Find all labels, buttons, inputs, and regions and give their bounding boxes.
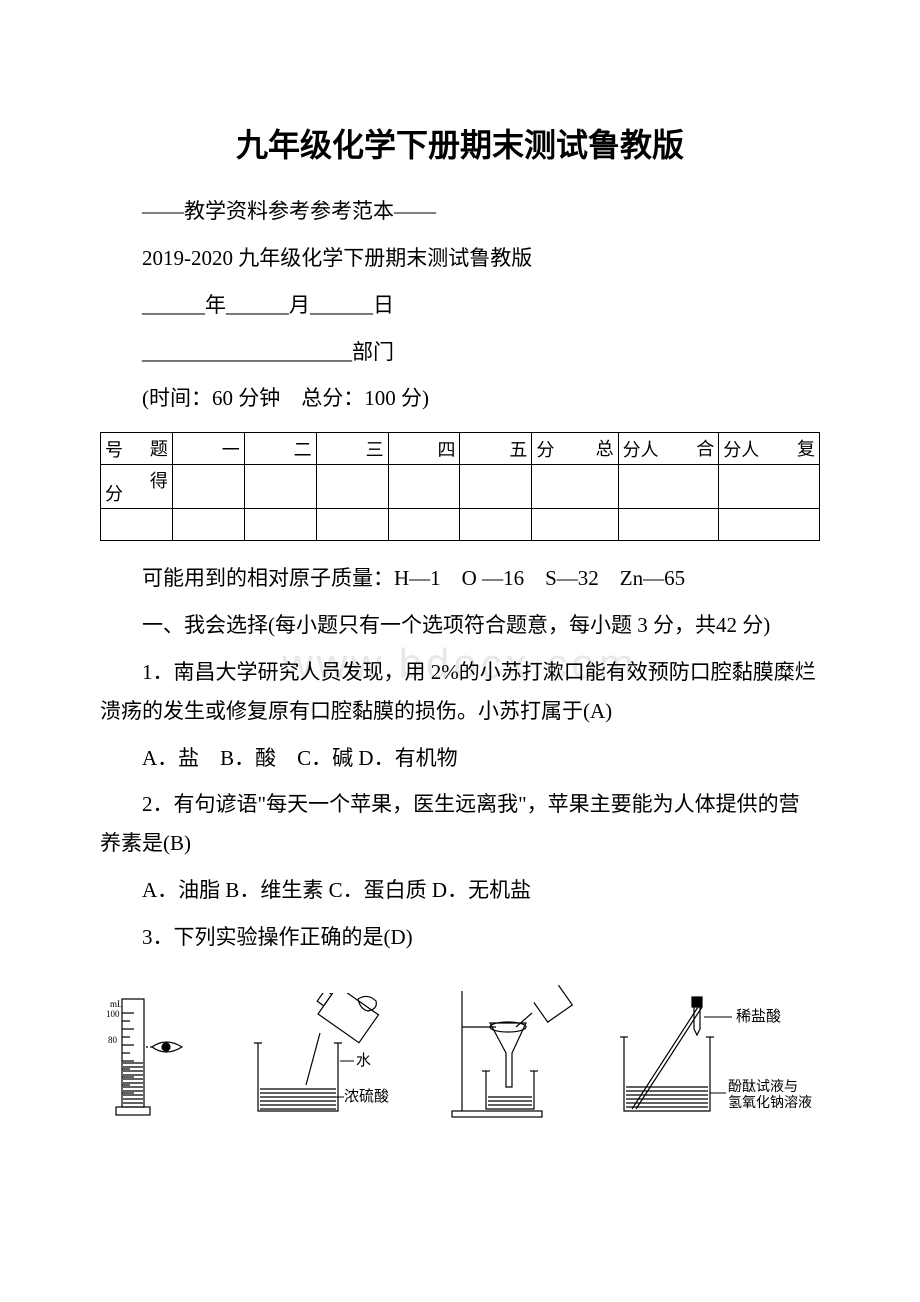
score-cell (618, 465, 719, 509)
diagram-label: 100 (106, 1009, 120, 1019)
diagram-label: 浓硫酸 (344, 1088, 389, 1105)
score-cell (460, 465, 532, 509)
diagram-b-icon: 水 浓硫酸 (228, 993, 408, 1123)
score-cell (719, 465, 820, 509)
section-heading: 一、我会选择(每小题只有一个选项符合题意，每小题 3 分，共42 分) (100, 606, 820, 645)
question-options: A．盐 B．酸 C．碱 D．有机物 (100, 739, 820, 778)
cell-label-bot: 号 (105, 436, 123, 462)
header-cell: 一 (172, 433, 244, 465)
header-cell: 二 (244, 433, 316, 465)
dept-line: ____________________部门 (100, 333, 820, 372)
cell-label-bot: 分 (105, 480, 123, 506)
diagram-label: 酚酞试液与 (728, 1079, 798, 1095)
date-line: ______年______月______日 (100, 286, 820, 325)
row-label-cell: 得 分 (101, 465, 173, 509)
diagram-label: mL (110, 999, 123, 1009)
question-text: 3．下列实验操作正确的是(D) (100, 918, 820, 957)
diagram-row: mL 100 80 水 浓硫酸 (100, 983, 820, 1123)
question-options: A．油脂 B．维生素 C．蛋白质 D．无机盐 (100, 871, 820, 910)
header-cell: 四 (388, 433, 460, 465)
header-cell: 复 分人 (719, 433, 820, 465)
cell-label-top: 总 (596, 435, 614, 461)
cell-label-bot: 分人 (623, 436, 659, 462)
header-cell: 三 (316, 433, 388, 465)
empty-cell (101, 509, 173, 541)
cell-label-top: 复 (797, 435, 815, 461)
header-cell: 合 分人 (618, 433, 719, 465)
header-cell: 五 (460, 433, 532, 465)
diagram-label: 稀盐酸 (736, 1008, 781, 1025)
score-cell (532, 465, 618, 509)
cell-label-top: 得 (150, 467, 168, 493)
table-row: 得 分 (101, 465, 820, 509)
subtitle-line: 2019-2020 九年级化学下册期末测试鲁教版 (100, 239, 820, 278)
empty-cell (719, 509, 820, 541)
score-table: 题 号 一 二 三 四 五 总 分 合 分人 复 分人 得 分 (100, 432, 820, 541)
cell-label-bot: 分人 (723, 436, 759, 462)
diagram-label: 水 (356, 1052, 371, 1069)
empty-cell (388, 509, 460, 541)
atomic-mass-line: 可能用到的相对原子质量：H—1 O —16 S—32 Zn—65 (100, 559, 820, 598)
diagram-d-icon: 稀盐酸 酚酞试液与 氢氧化钠溶液 (606, 993, 816, 1123)
diagram-c-icon (432, 983, 582, 1123)
score-cell (244, 465, 316, 509)
question-text: 1．南昌大学研究人员发现，用 2%的小苏打漱口能有效预防口腔黏膜糜烂溃疡的发生或… (100, 653, 820, 731)
score-cell (172, 465, 244, 509)
empty-cell (244, 509, 316, 541)
cell-label-top: 题 (150, 435, 168, 461)
empty-cell (460, 509, 532, 541)
empty-cell (316, 509, 388, 541)
cell-label-top: 合 (696, 435, 714, 461)
page-title: 九年级化学下册期末测试鲁教版 (100, 120, 820, 166)
header-cell: 题 号 (101, 433, 173, 465)
time-total-line: (时间：60 分钟 总分：100 分) (100, 379, 820, 418)
empty-cell (618, 509, 719, 541)
empty-cell (172, 509, 244, 541)
cell-label-bot: 分 (536, 436, 554, 462)
header-cell: 总 分 (532, 433, 618, 465)
diagram-label: 80 (108, 1035, 118, 1045)
table-row: 题 号 一 二 三 四 五 总 分 合 分人 复 分人 (101, 433, 820, 465)
question-text: 2．有句谚语"每天一个苹果，医生远离我"，苹果主要能为人体提供的营养素是(B) (100, 785, 820, 863)
score-cell (388, 465, 460, 509)
diagram-label: 氢氧化钠溶液 (728, 1095, 812, 1111)
empty-cell (532, 509, 618, 541)
table-row (101, 509, 820, 541)
diagram-a-icon: mL 100 80 (104, 993, 204, 1123)
reference-line: ——教学资料参考参考范本—— (100, 192, 820, 231)
score-cell (316, 465, 388, 509)
